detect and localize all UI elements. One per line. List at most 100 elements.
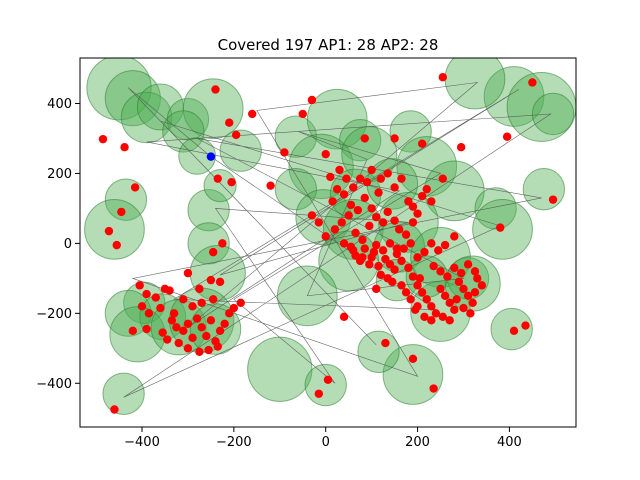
data-point [231, 130, 241, 140]
data-point [521, 321, 530, 330]
data-point [208, 295, 218, 304]
data-point [468, 298, 477, 308]
data-point [236, 298, 245, 308]
data-point [383, 169, 392, 178]
data-point [206, 275, 216, 285]
data-point [211, 85, 220, 94]
data-point [372, 212, 381, 222]
data-point [376, 174, 386, 183]
data-point [397, 256, 406, 266]
coverage-circle [357, 330, 400, 373]
data-point [459, 303, 468, 313]
data-point [188, 333, 197, 343]
data-point [411, 305, 420, 315]
coverage-circle [474, 187, 517, 230]
data-point [408, 354, 418, 363]
data-point [330, 225, 340, 234]
data-point [120, 142, 129, 152]
data-point [172, 323, 181, 332]
data-point [362, 177, 372, 187]
data-point [188, 302, 197, 311]
y-axis-ticks: −400 −200 0 200 400 [36, 97, 80, 392]
data-point [417, 139, 427, 148]
data-point [438, 174, 448, 183]
data-point [408, 272, 418, 281]
data-point [401, 230, 411, 239]
data-point [427, 302, 436, 311]
coverage-circle [247, 336, 313, 402]
data-point [156, 303, 165, 313]
y-tick-label: 0 [64, 237, 72, 252]
data-point [404, 263, 413, 273]
data-point [365, 221, 374, 231]
data-point [456, 268, 466, 278]
coverage-circle [84, 199, 145, 260]
data-point [117, 207, 126, 217]
data-point [167, 316, 177, 325]
data-point [179, 295, 188, 304]
data-point [225, 118, 234, 127]
data-point [496, 223, 505, 232]
data-point [351, 228, 360, 238]
data-points [98, 73, 558, 414]
data-point [399, 244, 408, 253]
data-point [413, 209, 422, 218]
data-point [266, 181, 275, 190]
data-point [112, 240, 121, 250]
data-point [202, 331, 211, 341]
data-point [388, 277, 397, 287]
data-point [431, 309, 441, 318]
data-point [360, 193, 369, 203]
data-point [470, 267, 480, 276]
data-point [422, 295, 431, 304]
x-axis-ticks: −400 −200 0 200 400 [124, 427, 522, 450]
data-point [218, 239, 227, 248]
data-point [135, 281, 144, 290]
data-point [502, 132, 512, 141]
data-point [353, 205, 363, 215]
data-point [454, 277, 464, 287]
data-point [445, 316, 454, 325]
data-point [314, 218, 324, 227]
data-point [183, 268, 193, 278]
x-tick-label: −400 [124, 435, 160, 450]
data-point [220, 319, 229, 329]
data-point [104, 226, 114, 236]
data-point [314, 389, 324, 398]
data-point [215, 326, 225, 336]
data-point [321, 232, 330, 241]
highlight-point [206, 152, 216, 161]
data-point [374, 188, 383, 197]
data-point [169, 309, 179, 318]
data-point [397, 281, 406, 290]
data-point [390, 183, 399, 192]
data-point [215, 277, 225, 287]
coverage-circle [203, 169, 237, 203]
data-point [477, 281, 487, 290]
data-point [342, 174, 351, 183]
y-tick-label: 200 [47, 167, 72, 182]
data-point [427, 239, 436, 248]
data-point [413, 281, 422, 290]
data-point [355, 174, 365, 183]
data-point [420, 247, 429, 257]
data-point [335, 165, 344, 175]
data-point [328, 197, 337, 206]
data-point [374, 261, 383, 271]
data-point [390, 216, 399, 225]
data-point [440, 291, 450, 301]
x-tick-label: 400 [497, 435, 522, 450]
coverage-circle [104, 70, 161, 127]
data-point [142, 289, 151, 299]
data-point [355, 256, 365, 266]
data-point [195, 284, 204, 294]
data-point [381, 338, 390, 348]
data-point [326, 172, 335, 182]
y-tick-label: −200 [36, 307, 72, 322]
data-point [466, 309, 475, 318]
data-point [420, 312, 429, 322]
plot-area [84, 58, 576, 415]
data-point [408, 202, 418, 211]
data-point [429, 384, 438, 393]
